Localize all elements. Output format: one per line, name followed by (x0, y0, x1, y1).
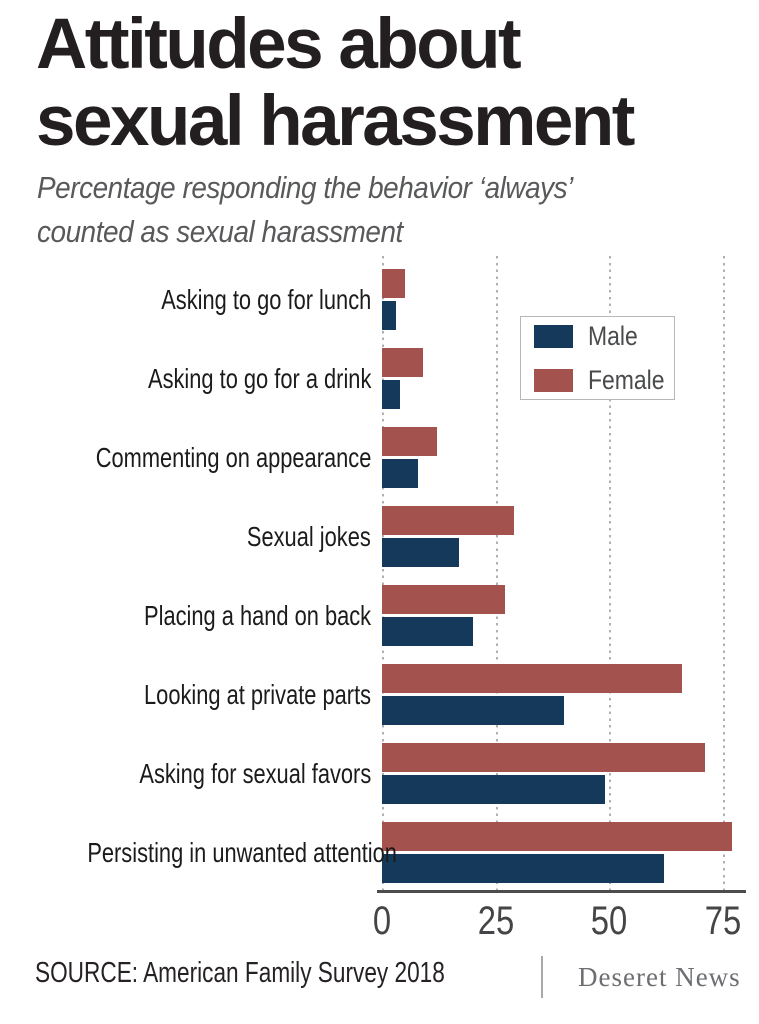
bar-pair (382, 664, 759, 725)
x-tick-label: 0 (372, 899, 392, 943)
category-label: Asking for sexual favors (0, 757, 382, 789)
source-credit-text: SOURCE: American Family Survey 2018 (35, 957, 445, 989)
bar-male (382, 854, 664, 883)
chart-row: Persisting in unwanted attention (0, 813, 759, 892)
legend-item-female: Female (534, 365, 674, 396)
x-tick-label: 75 (704, 899, 742, 943)
chart-row: Asking for sexual favors (0, 734, 759, 813)
gridline-75 (723, 256, 725, 892)
x-axis-line (377, 890, 746, 893)
category-label-text: Commenting on appearance (95, 441, 371, 473)
category-label: Asking to go for a drink (0, 362, 382, 394)
chart-rows: Asking to go for lunch Asking to go for a… (0, 260, 759, 892)
bar-female (382, 664, 683, 693)
legend-item-male: Male (534, 321, 674, 352)
x-tick-label: 25 (477, 899, 514, 943)
page-title: Attitudes about sexual harassment (36, 5, 635, 161)
category-label-text: Placing a hand on back (143, 599, 371, 631)
category-label-text: Persisting in unwanted attention (87, 836, 397, 868)
bar-male (382, 301, 396, 330)
bar-male (382, 380, 401, 409)
category-label-text: Asking to go for a drink (147, 362, 371, 394)
bar-female (382, 743, 705, 772)
category-label-text: Looking at private parts (143, 678, 371, 710)
chart-row: Commenting on appearance (0, 418, 759, 497)
bar-male (382, 459, 419, 488)
legend-label-male: Male (588, 320, 638, 351)
bar-female (382, 269, 405, 298)
chart-row: Looking at private parts (0, 655, 759, 734)
gridline-25 (495, 256, 498, 892)
brand-logo: Deseret News (578, 962, 741, 992)
page-title-line1: Attitudes about (36, 5, 522, 84)
category-label-text: Sexual jokes (247, 520, 371, 552)
chart-subtitle: Percentage responding the behavior ‘alwa… (37, 166, 632, 254)
gridline-0 (382, 256, 384, 892)
bar-pair (382, 427, 759, 488)
x-tick-label: 50 (591, 899, 628, 943)
bar-pair (382, 506, 759, 567)
category-label: Commenting on appearance (0, 441, 382, 473)
bar-pair (382, 348, 759, 409)
category-label: Sexual jokes (0, 520, 382, 552)
bar-female (382, 506, 514, 535)
bar-male (382, 538, 460, 567)
category-label: Looking at private parts (0, 678, 382, 710)
bar-pair (382, 269, 759, 330)
source-credit: SOURCE: American Family Survey 2018 (35, 957, 560, 990)
bar-male (382, 775, 605, 804)
legend: Male Female (520, 316, 675, 400)
chart-row: Asking to go for lunch (0, 260, 759, 339)
chart-row: Sexual jokes (0, 497, 759, 576)
chart-gridlines (382, 256, 732, 892)
bar-male (382, 617, 473, 646)
x-axis-ticks: 0 25 50 75 (0, 899, 759, 945)
bar-pair (382, 743, 759, 804)
footer-divider (541, 956, 543, 998)
gridline-50 (609, 256, 612, 892)
bar-male (382, 696, 564, 725)
bar-female (382, 427, 437, 456)
page-title-line2: sexual harassment (36, 82, 635, 161)
male-color-swatch (534, 324, 573, 348)
female-color-swatch (534, 368, 573, 392)
chart-subtitle-line2: counted as sexual harassment (37, 214, 403, 249)
bar-female (382, 822, 733, 851)
chart-subtitle-line1: Percentage responding the behavior ‘alwa… (37, 170, 573, 205)
bar-female (382, 585, 505, 614)
chart-row: Placing a hand on back (0, 576, 759, 655)
legend-label-female: Female (588, 364, 665, 395)
bar-pair (382, 822, 759, 883)
category-label: Persisting in unwanted attention (0, 838, 397, 867)
bar-pair (382, 585, 759, 646)
category-label: Placing a hand on back (0, 599, 382, 631)
category-label-text: Asking to go for lunch (160, 283, 371, 315)
category-label-text: Asking for sexual favors (139, 757, 371, 789)
bar-female (382, 348, 423, 377)
chart-row: Asking to go for a drink (0, 339, 759, 418)
category-label: Asking to go for lunch (0, 283, 382, 315)
